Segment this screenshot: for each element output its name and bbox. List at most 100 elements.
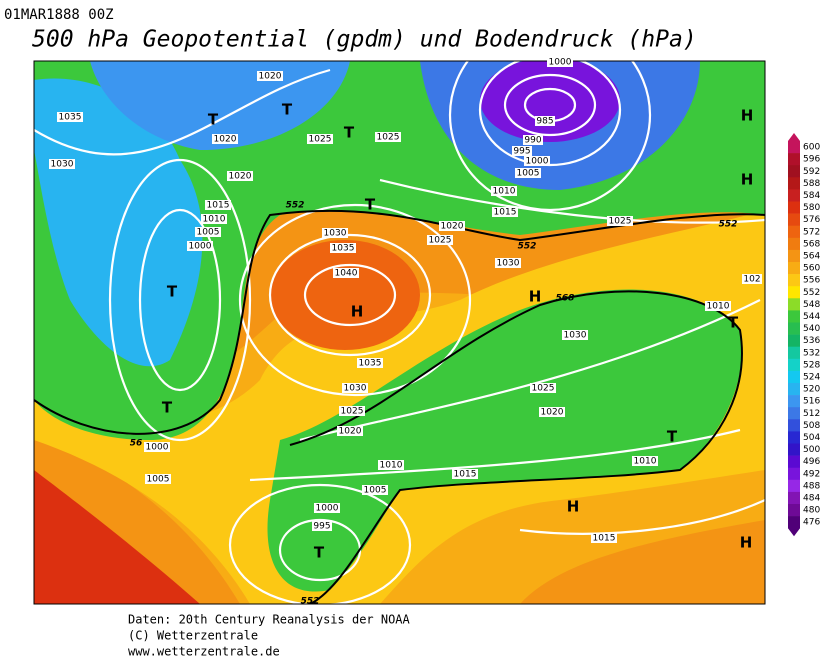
isobar-label-bg [632, 456, 658, 466]
isobar-label: 1010 [380, 461, 403, 471]
colorbar-label: 492 [803, 469, 820, 479]
isobar-label: 1015 [593, 534, 616, 544]
isobar-label-bg [562, 330, 588, 340]
colorbar-swatch [788, 322, 800, 335]
colorbar-swatch [788, 201, 800, 214]
isobar-label-bg [492, 207, 518, 217]
contour-label: 552 [286, 201, 305, 211]
field-high [270, 240, 420, 350]
isobar-label: 1020 [259, 72, 282, 82]
colorbar-swatch [788, 431, 800, 444]
pressure-center: T [344, 124, 355, 142]
isobar-label: 1035 [332, 244, 355, 254]
isobar-label: 1030 [324, 229, 347, 239]
isobar-label-bg [314, 503, 340, 513]
isobar-label-bg [339, 406, 365, 416]
map-frame [33, 60, 766, 605]
isobar-label-bg [452, 469, 478, 479]
isobar-label: 1010 [493, 187, 516, 197]
isobar-label: 1015 [494, 208, 517, 218]
colorbar-swatch [788, 370, 800, 384]
isobar-label-bg [530, 383, 556, 393]
colorbar-swatch [788, 467, 800, 481]
isobar-label: 1040 [335, 269, 358, 279]
isobar-label: 1005 [147, 475, 170, 485]
isobar-label: 1015 [207, 201, 230, 211]
isobar-label-bg [312, 521, 332, 531]
run-label: 01MAR1888 00Z [4, 7, 114, 23]
contour-label: 552 [301, 597, 320, 607]
colorbar-swatch [788, 286, 800, 299]
colorbar-label: 484 [803, 493, 820, 503]
isobar-label-bg [523, 135, 543, 145]
colorbar-swatch [788, 358, 800, 372]
isobar-label: 1025 [532, 384, 555, 394]
isobar-label: 1030 [564, 331, 587, 341]
isobar-label-bg [144, 442, 170, 452]
pressure-center: T [314, 544, 325, 562]
isobar-label-bg [607, 216, 633, 226]
isobar-label-bg [535, 116, 555, 126]
isobar-label-bg [591, 533, 617, 543]
colorbar-cap [788, 133, 800, 141]
pressure-center: T [667, 428, 678, 446]
isobar-label-bg [201, 214, 227, 224]
isobar-label: 990 [524, 136, 541, 146]
pressure-center: T [162, 399, 173, 417]
isobar-label: 1020 [229, 172, 252, 182]
colorbar-swatch [788, 407, 800, 420]
colorbar-swatch [788, 443, 800, 456]
pressure-center: H [351, 303, 364, 321]
isobar-label-bg [515, 168, 541, 178]
isobar-label-bg [439, 221, 465, 231]
footer-line: www.wetterzentrale.de [128, 645, 280, 659]
isobar-label: 1010 [203, 215, 226, 225]
colorbar-swatch [788, 153, 800, 166]
colorbar-swatch [788, 262, 800, 275]
field-blue-west [34, 78, 203, 367]
colorbar-label: 556 [803, 276, 820, 286]
colorbar-swatch [788, 479, 800, 493]
title: 500 hPa Geopotential (gpdm) und Bodendru… [32, 27, 697, 53]
colorbar-label: 552 [803, 288, 820, 298]
isobar-label: 102 [743, 275, 760, 285]
colorbar-label: 488 [803, 481, 820, 491]
field-blue-north [90, 61, 350, 150]
pressure-center: T [208, 111, 219, 129]
isobar-label: 1030 [51, 160, 74, 170]
colorbar-swatch [788, 504, 800, 517]
colorbar-label: 584 [803, 191, 820, 201]
isobar-label: 1025 [429, 236, 452, 246]
colorbar-label: 548 [803, 300, 820, 310]
isobar-label: 1035 [359, 359, 382, 369]
isobar-label: 1010 [634, 457, 657, 467]
colorbar-label: 568 [803, 239, 820, 249]
colorbar-swatch [788, 310, 800, 323]
isobar-label: 995 [513, 147, 530, 157]
colorbar-swatch [788, 225, 800, 239]
colorbar-swatch [788, 165, 800, 178]
isobar-label: 1015 [454, 470, 477, 480]
isobar-label-bg [227, 171, 253, 181]
pressure-center: H [567, 498, 580, 516]
colorbar-label: 596 [803, 155, 820, 165]
isobar-label: 1035 [59, 113, 82, 123]
isobar-label-bg [57, 112, 83, 122]
isobar-label-bg [427, 235, 453, 245]
colorbar-label: 532 [803, 348, 820, 358]
isobar-label-bg [342, 383, 368, 393]
colorbar-swatch [788, 455, 800, 468]
isobar-label-bg [705, 301, 731, 311]
isobar-label: 1010 [707, 302, 730, 312]
isobar-label-bg [333, 268, 359, 278]
map-field [34, 61, 765, 604]
colorbar-label: 572 [803, 227, 820, 237]
pressure-center: H [741, 171, 754, 189]
footer-line: Daten: 20th Century Reanalysis der NOAA [128, 613, 411, 627]
isobar-label: 1005 [517, 169, 540, 179]
isobar-label-bg [362, 485, 388, 495]
isobar-label-bg [49, 159, 75, 169]
isobar-label: 1020 [441, 222, 464, 232]
colorbar-label: 544 [803, 312, 820, 322]
